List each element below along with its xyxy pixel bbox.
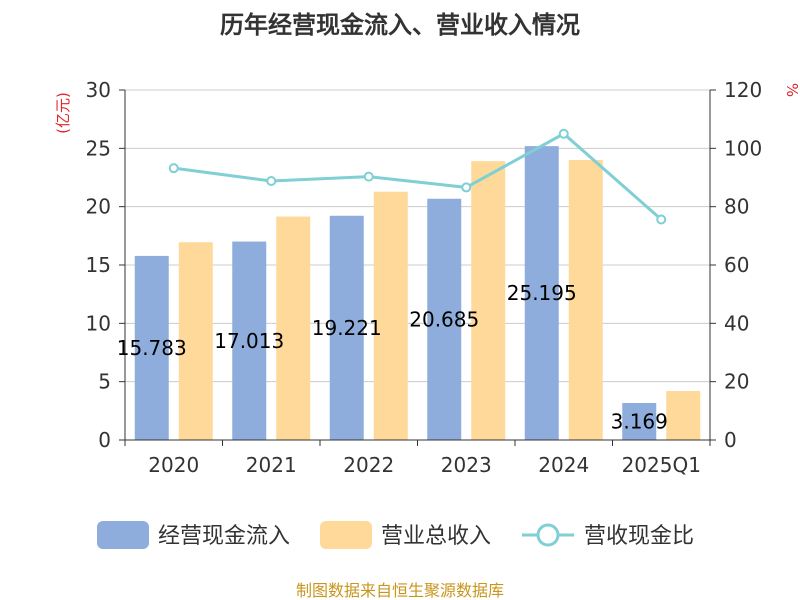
data-labels: 15.783 17.013 19.221 20.685 25.195 3.169 <box>117 281 668 433</box>
x-axis-tick-label: 2021 <box>246 453 297 477</box>
bar-series <box>134 146 701 440</box>
x-axis-tick-label: 2024 <box>538 453 589 477</box>
ratio-point <box>656 214 667 225</box>
x-axis-tick-label: 2020 <box>148 453 199 477</box>
left-axis-tick-label: 30 <box>86 78 111 102</box>
cash-inflow-bar <box>329 215 364 440</box>
ratio-line <box>173 131 663 221</box>
left-axis-tick-label: 10 <box>86 311 111 335</box>
right-axis-tick-label: 0 <box>724 428 737 452</box>
ratio-point <box>558 128 569 139</box>
revenue-bar <box>568 160 603 440</box>
cash-inflow-bar <box>134 255 169 440</box>
revenue-bar <box>373 191 408 440</box>
legend-marker-ratio <box>536 523 560 547</box>
left-axis-tick-label: 0 <box>98 428 111 452</box>
left-axis-unit: (亿元) <box>54 92 72 134</box>
right-axis-tick-label: 100 <box>724 136 762 160</box>
revenue-bar <box>276 216 311 440</box>
right-axis-tick-label: 20 <box>724 370 749 394</box>
revenue-bar <box>178 242 213 440</box>
ratio-line-series <box>168 128 667 225</box>
cash-inflow-data-label: 17.013 <box>214 329 284 353</box>
x-axis-tick-label: 2023 <box>441 453 492 477</box>
right-axis-tick-label: 120 <box>724 78 762 102</box>
cash-inflow-data-label: 15.783 <box>117 336 187 360</box>
right-axis-tick-label: 60 <box>724 253 749 277</box>
data-source-note: 制图数据来自恒生聚源数据库 <box>296 581 504 600</box>
ratio-point <box>266 176 277 186</box>
cash-inflow-data-label: 25.195 <box>507 281 577 305</box>
cash-inflow-data-label: 19.221 <box>312 316 382 340</box>
legend-label-revenue: 营业总收入 <box>381 524 491 549</box>
left-axis-tick-label: 5 <box>98 370 111 394</box>
right-axis-tick-label: 40 <box>724 311 749 335</box>
gridlines <box>125 89 710 383</box>
cash-inflow-bar <box>622 403 657 440</box>
right-axis-unit: % <box>783 83 800 97</box>
cash-inflow-data-label: 3.169 <box>611 410 668 434</box>
ratio-point <box>363 171 374 182</box>
cash-inflow-data-label: 20.685 <box>409 307 479 331</box>
legend-swatch-revenue <box>320 521 372 549</box>
ratio-point <box>168 163 179 174</box>
left-axis-tick-label: 20 <box>86 195 111 219</box>
chart-title: 历年经营现金流入、营业收入情况 <box>220 11 580 39</box>
x-axis-tick-label: 2022 <box>343 453 394 477</box>
legend-swatch-cash-inflow <box>97 521 149 549</box>
cash-inflow-bar <box>427 198 462 440</box>
x-axis-tick-label: 2025Q1 <box>622 453 701 477</box>
cash-inflow-bar <box>232 241 267 440</box>
ratio-point <box>461 182 472 193</box>
revenue-bar <box>666 391 701 440</box>
axes: 0 5 10 15 20 25 30 0 20 40 60 80 100 120 2020 2021 2022 2… <box>86 78 763 477</box>
legend-label-cash-inflow: 经营现金流入 <box>158 524 290 549</box>
legend-label-ratio: 营收现金比 <box>584 524 694 549</box>
revenue-bar <box>471 161 506 440</box>
left-axis-tick-label: 15 <box>86 253 111 277</box>
legend: 经营现金流入 营业总收入 营收现金比 <box>97 521 694 549</box>
right-axis-tick-label: 80 <box>724 195 749 219</box>
cash-inflow-bar <box>524 146 559 440</box>
left-axis-tick-label: 25 <box>86 136 111 160</box>
